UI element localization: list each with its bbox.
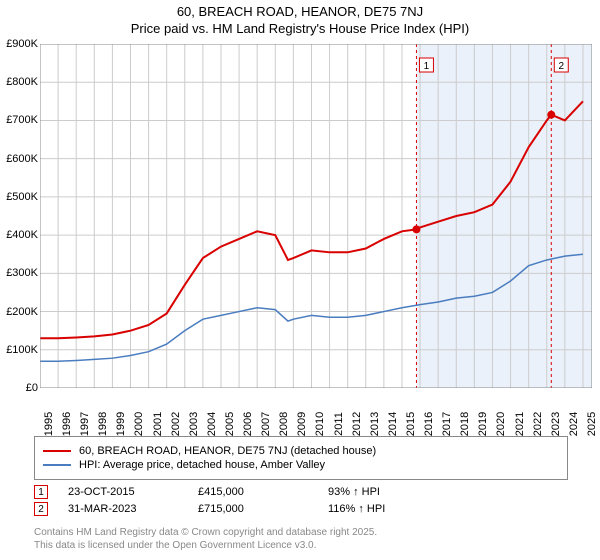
x-tick-label: 2005 <box>224 412 236 436</box>
legend-swatch <box>43 464 71 466</box>
x-tick-label: 2002 <box>170 412 182 436</box>
x-tick-label: 2014 <box>387 412 399 436</box>
x-tick-label: 2020 <box>495 412 507 436</box>
y-tick-label: £100K <box>0 344 38 356</box>
x-tick-label: 2015 <box>405 412 417 436</box>
x-tick-label: 2018 <box>459 412 471 436</box>
chart-title-line2: Price paid vs. HM Land Registry's House … <box>0 21 600 36</box>
x-tick-label: 2025 <box>586 412 598 436</box>
x-tick-label: 2013 <box>369 412 381 436</box>
x-tick-label: 1995 <box>43 412 55 436</box>
x-tick-label: 2003 <box>188 412 200 436</box>
x-tick-label: 2022 <box>532 412 544 436</box>
sale-marker-box: 1 <box>34 485 48 499</box>
x-tick-label: 2009 <box>296 412 308 436</box>
chart-container: 60, BREACH ROAD, HEANOR, DE75 7NJ Price … <box>0 0 600 560</box>
x-tick-label: 2011 <box>333 412 345 436</box>
x-tick-label: 2000 <box>133 412 145 436</box>
footer-line2: This data is licensed under the Open Gov… <box>34 539 377 552</box>
x-tick-label: 2023 <box>550 412 562 436</box>
legend-swatch <box>43 450 71 452</box>
footer-attribution: Contains HM Land Registry data © Crown c… <box>34 526 377 552</box>
legend-row: 60, BREACH ROAD, HEANOR, DE75 7NJ (detac… <box>43 445 559 457</box>
footer-line1: Contains HM Land Registry data © Crown c… <box>34 526 377 539</box>
sale-price: £715,000 <box>198 503 328 515</box>
x-tick-label: 2012 <box>351 412 363 436</box>
sale-marker-table: 1 23-OCT-2015£415,00093% ↑ HPI 2 31-MAR-202… <box>34 482 458 519</box>
y-tick-label: £600K <box>0 153 38 165</box>
legend-label: HPI: Average price, detached house, Ambe… <box>79 459 325 471</box>
sale-date: 23-OCT-2015 <box>68 486 198 498</box>
x-tick-label: 2010 <box>314 412 326 436</box>
x-tick-label: 1999 <box>115 412 127 436</box>
sale-marker-box: 2 <box>34 502 48 516</box>
legend-row: HPI: Average price, detached house, Ambe… <box>43 459 559 471</box>
x-tick-label: 2021 <box>514 412 526 436</box>
x-tick-label: 2007 <box>260 412 272 436</box>
x-tick-label: 1998 <box>97 412 109 436</box>
x-tick-label: 2004 <box>206 412 218 436</box>
y-tick-label: £300K <box>0 267 38 279</box>
x-tick-label: 2017 <box>441 412 453 436</box>
y-tick-label: £200K <box>0 306 38 318</box>
svg-text:2: 2 <box>558 61 564 72</box>
sale-vs-hpi: 93% ↑ HPI <box>328 486 458 498</box>
legend-label: 60, BREACH ROAD, HEANOR, DE75 7NJ (detac… <box>79 445 376 457</box>
y-tick-label: £400K <box>0 229 38 241</box>
x-tick-label: 2016 <box>423 412 435 436</box>
sale-price: £415,000 <box>198 486 328 498</box>
chart-plot-area: 12 <box>40 44 592 388</box>
legend-box: 60, BREACH ROAD, HEANOR, DE75 7NJ (detac… <box>34 436 568 480</box>
x-tick-label: 2006 <box>242 412 254 436</box>
title-block: 60, BREACH ROAD, HEANOR, DE75 7NJ Price … <box>0 0 600 36</box>
x-tick-label: 1996 <box>61 412 73 436</box>
x-axis-labels: 1995 1996 1997 1998 1999 2000 2001 2002 2003 2004… <box>40 392 592 434</box>
sale-row: 2 31-MAR-2023£715,000116% ↑ HPI <box>34 502 458 516</box>
x-tick-label: 1997 <box>79 412 91 436</box>
x-tick-label: 2001 <box>152 412 164 436</box>
chart-svg: 12 <box>40 44 592 388</box>
sale-vs-hpi: 116% ↑ HPI <box>328 503 458 515</box>
chart-title-line1: 60, BREACH ROAD, HEANOR, DE75 7NJ <box>0 4 600 19</box>
x-tick-label: 2008 <box>278 412 290 436</box>
y-tick-label: £900K <box>0 38 38 50</box>
sale-row: 1 23-OCT-2015£415,00093% ↑ HPI <box>34 485 458 499</box>
y-tick-label: £500K <box>0 191 38 203</box>
sale-date: 31-MAR-2023 <box>68 503 198 515</box>
x-tick-label: 2024 <box>568 412 580 436</box>
x-tick-label: 2019 <box>477 412 489 436</box>
y-tick-label: £0 <box>0 382 38 394</box>
svg-text:1: 1 <box>424 61 430 72</box>
y-tick-label: £700K <box>0 114 38 126</box>
y-tick-label: £800K <box>0 76 38 88</box>
